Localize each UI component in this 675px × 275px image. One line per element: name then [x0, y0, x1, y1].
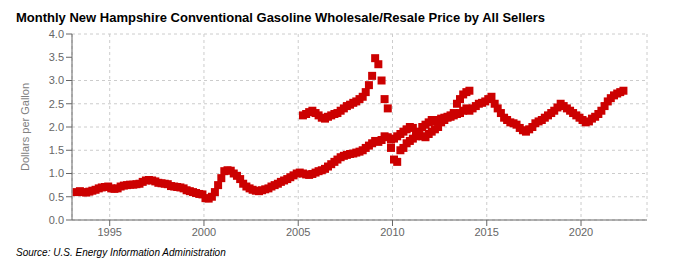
html-text:Source: U.S. Energy Informatio: Source: U.S. Energy Information Administ…: [16, 247, 226, 258]
svg-text:2015: 2015: [475, 226, 499, 238]
svg-text:2005: 2005: [286, 226, 310, 238]
svg-text:2.5: 2.5: [49, 98, 64, 110]
svg-text:0.5: 0.5: [49, 191, 64, 203]
svg-text:Dollars per Gallon: Dollars per Gallon: [19, 83, 31, 171]
html-text:Monthly New Hampshire Conventi: Monthly New Hampshire Conventional Gasol…: [16, 10, 546, 25]
svg-text:2000: 2000: [192, 226, 216, 238]
svg-text:2.0: 2.0: [49, 121, 64, 133]
svg-text:3.0: 3.0: [49, 74, 64, 86]
svg-text:0.0: 0.0: [49, 214, 64, 226]
svg-text:4.0: 4.0: [49, 28, 64, 40]
svg-text:2020: 2020: [569, 226, 593, 238]
svg-text:2010: 2010: [380, 226, 404, 238]
svg-text:1995: 1995: [97, 226, 121, 238]
svg-text:3.5: 3.5: [49, 51, 64, 63]
svg-text:1.5: 1.5: [49, 144, 64, 156]
svg-text:1.0: 1.0: [49, 167, 64, 179]
